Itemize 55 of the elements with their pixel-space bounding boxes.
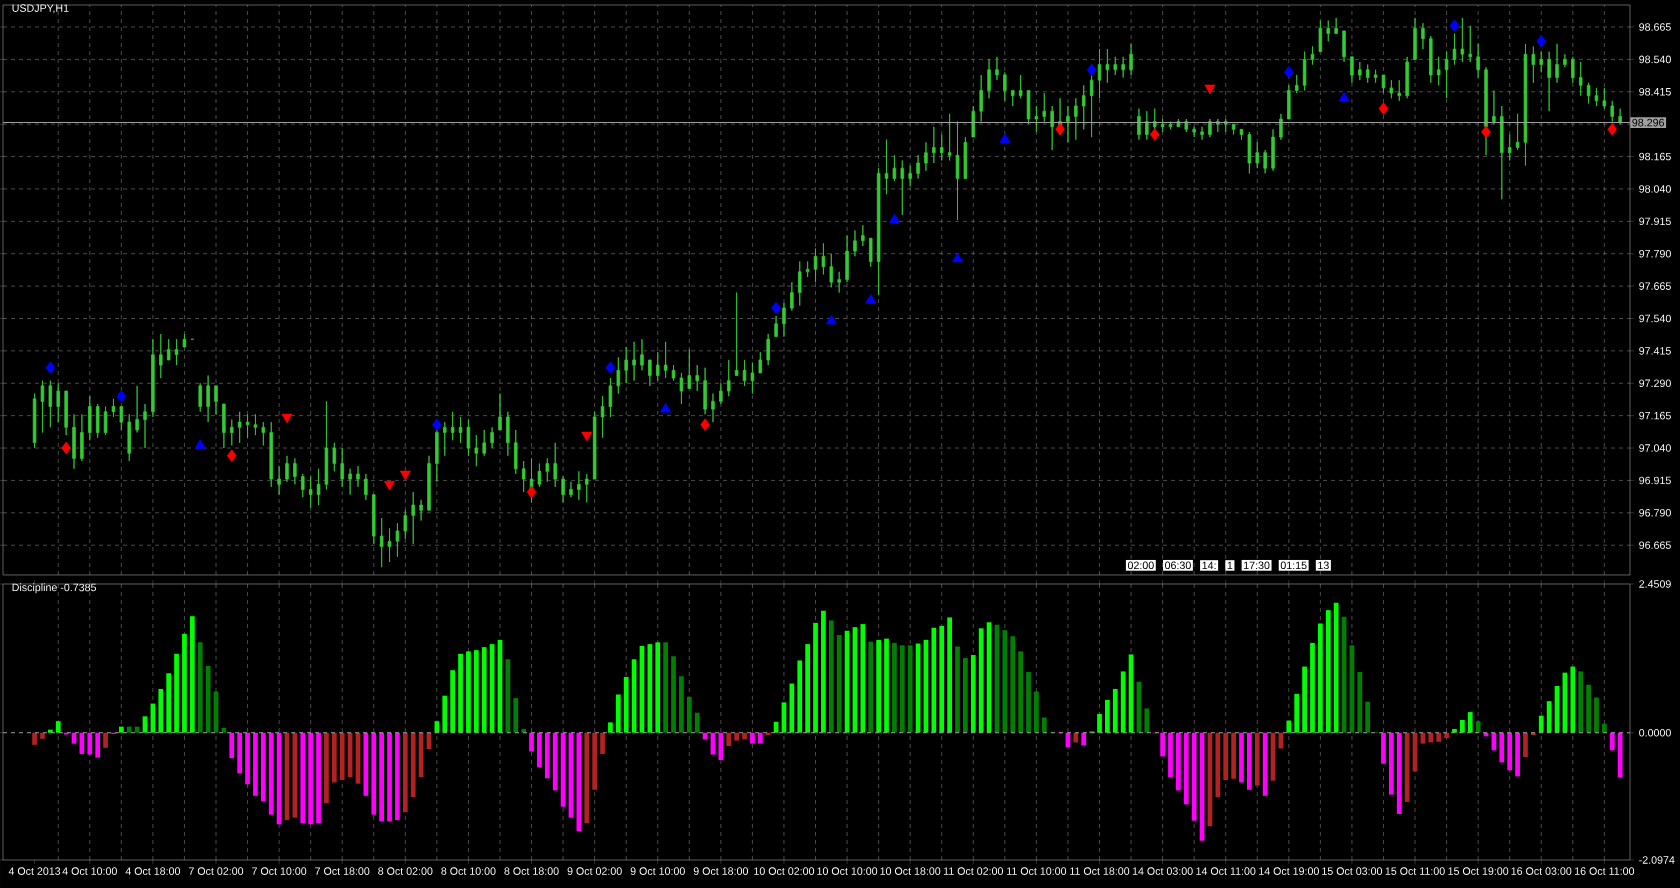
x-tick-label: 16 Oct 03:00 xyxy=(1511,867,1572,875)
x-tick-label: 4 Oct 10:00 xyxy=(62,867,117,875)
x-tick-label: 9 Oct 02:00 xyxy=(567,867,622,875)
x-tick-label: 7 Oct 18:00 xyxy=(315,867,370,875)
x-tick-label: 11 Oct 18:00 xyxy=(1070,867,1130,875)
y-tick-label: 97.540 xyxy=(1639,314,1671,323)
y-tick-label: 97.665 xyxy=(1639,282,1671,290)
annotation: 02:00 xyxy=(1127,561,1154,570)
x-tick-label: 15 Oct 11:00 xyxy=(1385,867,1445,875)
x-tick-label: 8 Oct 18:00 xyxy=(504,867,559,875)
x-tick-label: 9 Oct 10:00 xyxy=(630,867,685,875)
y-tick-label: 97.040 xyxy=(1639,444,1671,452)
y-tick-label: -2.0974 xyxy=(1639,856,1675,864)
x-tick-label: 8 Oct 10:00 xyxy=(441,867,496,875)
ref-line-label: 98.296 xyxy=(1632,118,1664,127)
y-tick-label: 98.040 xyxy=(1639,185,1671,193)
x-tick-label: 11 Oct 02:00 xyxy=(943,867,1004,875)
y-tick-label: 0.0000 xyxy=(1639,728,1671,737)
x-tick-label: 14 Oct 03:00 xyxy=(1132,867,1193,875)
y-tick-label: 98.665 xyxy=(1639,23,1671,31)
y-tick-label: 98.165 xyxy=(1639,152,1671,161)
x-tick-label: 4 Oct 18:00 xyxy=(125,867,181,875)
y-tick-label: 96.790 xyxy=(1639,509,1671,517)
x-tick-label: 16 Oct 11:00 xyxy=(1575,867,1635,875)
chart-title: Discipline -0.7385 xyxy=(12,583,97,594)
y-tick-label: 96.665 xyxy=(1639,541,1671,549)
y-tick-label: 98.415 xyxy=(1639,88,1671,96)
x-tick-label: 10 Oct 10:00 xyxy=(817,867,878,875)
y-tick-label: 97.415 xyxy=(1639,347,1671,355)
annotation: 17:30 xyxy=(1244,561,1270,570)
x-tick-label: 4 Oct 2013 xyxy=(8,867,61,875)
chart-title: USDJPY,H1 xyxy=(12,4,69,14)
x-tick-label: 10 Oct 02:00 xyxy=(754,867,815,875)
x-tick-label: 7 Oct 02:00 xyxy=(188,867,244,875)
x-tick-label: 9 Oct 18:00 xyxy=(693,867,749,875)
x-tick-label: 15 Oct 03:00 xyxy=(1322,867,1383,875)
y-tick-label: 97.915 xyxy=(1639,217,1671,226)
y-tick-label: 96.915 xyxy=(1639,476,1671,485)
y-tick-label: 2.4509 xyxy=(1639,580,1671,588)
annotation: 06:30 xyxy=(1165,561,1191,570)
x-tick-label: 14 Oct 11:00 xyxy=(1196,867,1256,875)
x-tick-label: 11 Oct 10:00 xyxy=(1007,867,1067,875)
x-tick-label: 7 Oct 10:00 xyxy=(252,867,307,875)
annotation: 01:15 xyxy=(1280,561,1307,570)
x-tick-label: 15 Oct 19:00 xyxy=(1448,867,1509,875)
annotation: 14: xyxy=(1202,561,1216,570)
x-tick-label: 8 Oct 02:00 xyxy=(378,867,433,875)
y-tick-label: 98.540 xyxy=(1639,55,1671,64)
x-tick-label: 14 Oct 19:00 xyxy=(1259,867,1319,875)
annotation: 13 xyxy=(1318,561,1329,570)
x-tick-label: 10 Oct 18:00 xyxy=(880,867,941,875)
annotation: 1 xyxy=(1227,561,1233,570)
y-tick-label: 97.290 xyxy=(1639,379,1671,388)
y-tick-label: 97.790 xyxy=(1639,249,1671,258)
y-tick-label: 97.165 xyxy=(1639,411,1671,420)
